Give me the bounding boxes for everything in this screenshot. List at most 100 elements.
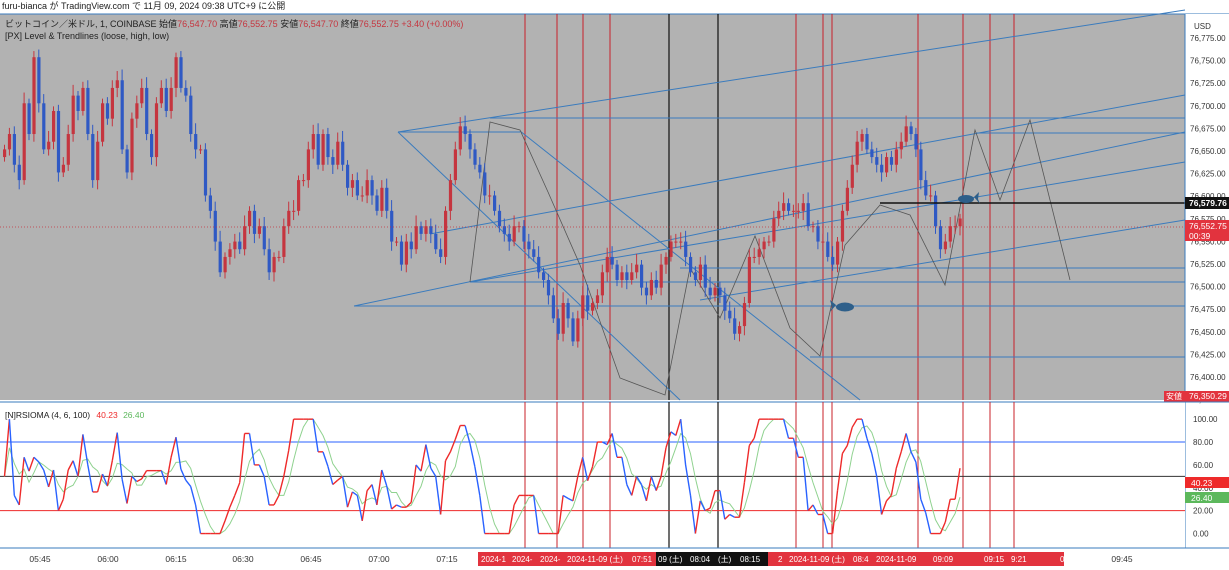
- rsi-segment: [694, 500, 701, 534]
- rsi-tick-label: 80.00: [1193, 438, 1214, 447]
- rsi-segment: [288, 419, 295, 451]
- candle-body: [91, 134, 95, 181]
- rsi-level-lines: [0, 441, 1185, 512]
- rsi-segment: [396, 504, 402, 508]
- candle-body: [395, 241, 399, 243]
- rsi-segment: [160, 470, 167, 485]
- candle-body: [370, 180, 374, 196]
- time-marker-label: 2024-11-09 (土): [567, 554, 623, 564]
- open-label: 始値: [159, 18, 177, 29]
- rsi-segment: [356, 495, 363, 521]
- candle-body: [159, 87, 163, 104]
- price-tick-label: 76,650.00: [1190, 147, 1226, 156]
- whale-icon: [830, 300, 854, 312]
- candle-body: [654, 279, 658, 288]
- price-tick-label: 76,600.00: [1190, 192, 1226, 201]
- price-tick-label: 76,575.00: [1190, 215, 1226, 224]
- candle-body: [664, 256, 668, 265]
- time-marker-label: 08:4: [853, 555, 869, 564]
- candlestick-series: [3, 49, 962, 348]
- candle-body: [262, 226, 266, 250]
- candle-body: [929, 195, 933, 197]
- candle-body: [346, 164, 350, 188]
- candle-body: [350, 180, 355, 188]
- candle-body: [659, 264, 663, 288]
- candle-body: [135, 103, 139, 119]
- candle-body: [321, 134, 325, 165]
- rsi-segment: [43, 469, 50, 488]
- candle-body: [96, 141, 100, 181]
- candle-body: [12, 134, 16, 165]
- rsi-segment: [709, 490, 716, 509]
- rsi-segment: [23, 457, 30, 472]
- rsi-segment: [508, 504, 515, 534]
- rsi-segment: [743, 445, 750, 483]
- rsi-segment: [944, 499, 951, 523]
- whale-icon: [958, 192, 980, 204]
- time-marker-label: 2024-: [540, 555, 561, 564]
- candle-body: [306, 149, 310, 181]
- price-tick-label: 76,425.00: [1190, 350, 1226, 359]
- candle-body: [919, 149, 923, 181]
- candle-body: [591, 303, 595, 311]
- price-tick-label: 76,775.00: [1190, 34, 1226, 43]
- candle-body: [448, 180, 453, 211]
- rsi-segment: [474, 466, 481, 496]
- candle-body: [679, 241, 683, 243]
- candle-body: [120, 80, 124, 150]
- candle-body: [767, 241, 771, 243]
- rsi-tick-labels: 100.00 80.00 60.00 40.00 20.00 0.00: [1193, 415, 1218, 538]
- rsi-segment: [640, 484, 648, 502]
- candle-body: [772, 218, 776, 242]
- candle-body: [463, 126, 467, 135]
- candle-body: [855, 141, 859, 165]
- rsi-tick-label: 0.00: [1193, 530, 1209, 539]
- rsi-segment: [719, 490, 726, 520]
- candle-body: [958, 218, 962, 227]
- candle-body: [267, 249, 271, 273]
- candle-body: [904, 126, 908, 142]
- rsi-segment: [925, 512, 932, 534]
- rsi-segment: [420, 444, 427, 472]
- rsi-red-badge: [1185, 477, 1229, 488]
- symbol-ohlc-line: ビットコイン／米ドル, 1, COINBASE 始値76,547.70 高値76…: [5, 18, 463, 29]
- rsi-segment: [180, 468, 187, 481]
- rsi-segment: [351, 491, 358, 496]
- candle-body: [385, 187, 389, 211]
- candle-body: [439, 249, 443, 257]
- rsi-segment: [895, 451, 902, 469]
- candle-body: [301, 180, 306, 182]
- rsi-title-line: [N]RSIOMA (4, 6, 100) 40.23 26.40: [5, 410, 145, 420]
- rsi-segment: [131, 475, 138, 483]
- rsi-segment: [910, 451, 917, 463]
- rsi-segment: [121, 478, 128, 504]
- rsi-panel-background[interactable]: [0, 402, 1185, 548]
- candle-body: [326, 134, 330, 158]
- price-tick-label: 76,525.00: [1190, 260, 1226, 269]
- rsi-segment: [425, 444, 432, 469]
- candle-body: [497, 210, 502, 227]
- candle-body: [277, 256, 281, 258]
- rsi-segment: [263, 476, 270, 506]
- rsi-segment: [577, 457, 584, 477]
- price-plot-background[interactable]: [0, 14, 1185, 400]
- candle-body: [546, 279, 551, 296]
- candle-body: [836, 241, 840, 265]
- candle-body: [419, 226, 423, 234]
- candle-body: [341, 141, 345, 165]
- candle-body: [189, 95, 193, 135]
- low-price-label: 76,350.29: [1189, 391, 1227, 401]
- candle-body: [86, 87, 90, 135]
- rsi-tick-label: 60.00: [1193, 461, 1214, 470]
- price-tick-label: 76,400.00: [1190, 373, 1226, 382]
- change-value: +3.40 (+0.00%): [401, 19, 463, 29]
- time-marker-label: 07:51: [632, 555, 653, 564]
- candle-body: [551, 295, 555, 319]
- rsi-segment: [905, 433, 912, 453]
- candle-body: [203, 149, 208, 196]
- time-marker-label: 2024-11-09: [876, 555, 917, 564]
- rsi-segment: [224, 506, 231, 522]
- rsi-segment: [47, 469, 55, 488]
- candle-body: [943, 241, 947, 250]
